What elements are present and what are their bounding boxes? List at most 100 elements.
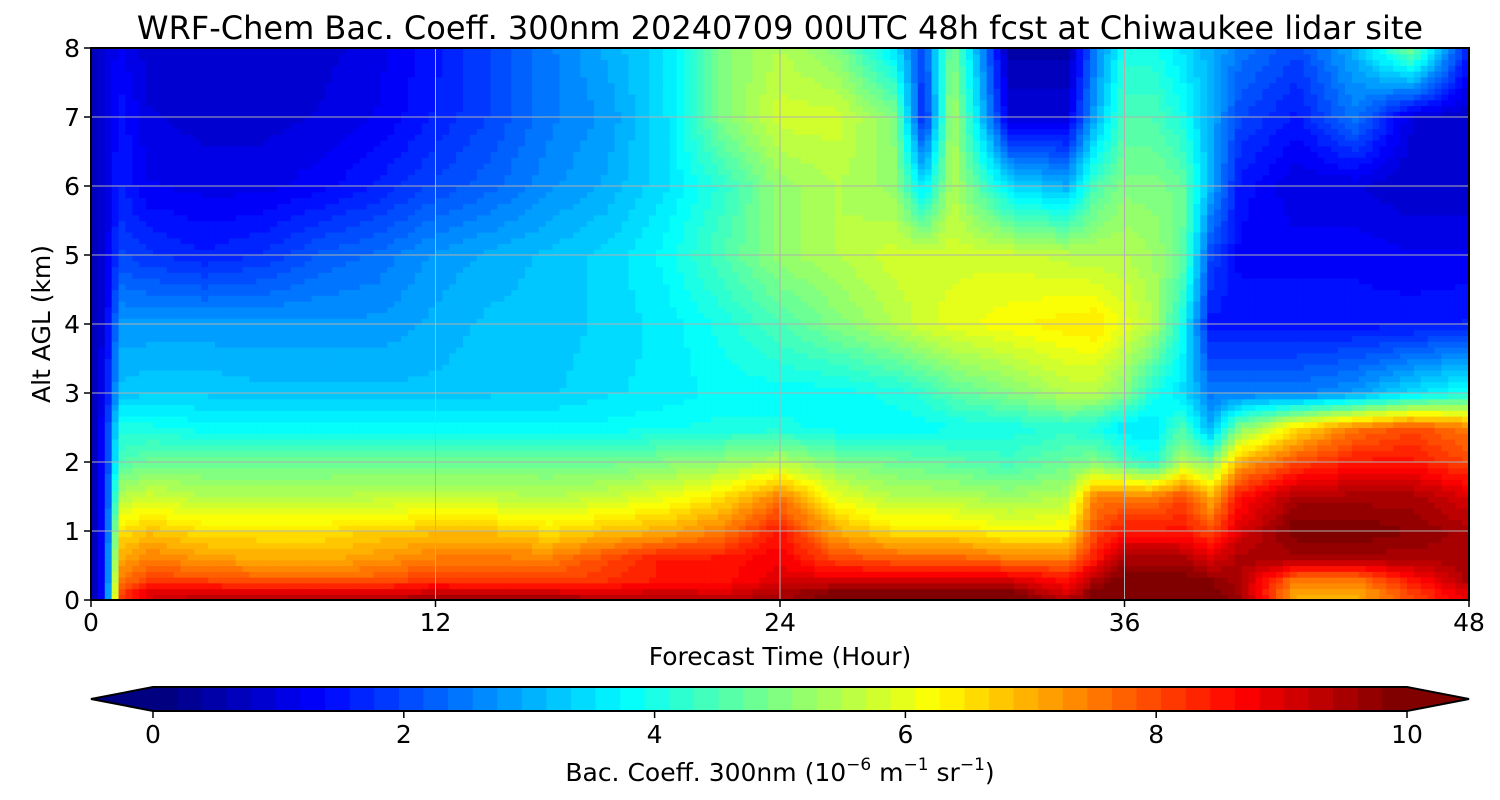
heatmap-cell [407,140,416,147]
heatmap-cell [435,456,443,463]
heatmap-cell [283,255,292,262]
heatmap-cell [339,398,347,406]
heatmap-cell [159,151,168,158]
heatmap-cell [139,140,147,147]
heatmap-cell [146,117,154,124]
heatmap-cell [139,559,147,567]
heatmap-cell [401,536,409,544]
heatmap-cell [180,508,189,515]
heatmap-cell [249,375,257,383]
heatmap-cell [97,226,106,233]
heatmap-cell [125,358,133,365]
heatmap-cell [221,157,230,164]
heatmap-cell [345,289,354,296]
heatmap-cell [373,203,381,210]
heatmap-cell [249,416,257,423]
heatmap-cell [125,513,133,521]
heatmap-cell [297,180,306,187]
heatmap-cell [345,444,354,452]
heatmap-cell [421,364,430,371]
heatmap-cell [256,433,264,440]
heatmap-cell [194,186,202,193]
heatmap-cell [414,329,423,337]
heatmap-cell [125,59,133,66]
heatmap-cell [304,381,313,388]
heatmap-cell [153,260,161,268]
heatmap-cell [208,416,216,423]
heatmap-cell [215,427,223,434]
heatmap-cell [407,180,416,187]
heatmap-cell [146,416,154,423]
heatmap-cell [290,186,299,193]
heatmap-cell [249,174,257,181]
heatmap-cell [221,467,230,475]
heatmap-cell [414,255,423,262]
heatmap-cell [366,312,375,319]
heatmap-cell [159,111,168,118]
heatmap-cell [111,565,120,572]
heatmap-cell [194,352,202,360]
heatmap-cell [159,548,168,555]
heatmap-cell [104,289,113,296]
heatmap-cell [352,197,361,204]
heatmap-cell [290,577,299,584]
heatmap-cell [352,163,361,170]
heatmap-cell [311,490,319,498]
heatmap-cell [318,186,326,193]
heatmap-cell [159,588,168,595]
heatmap-cell [325,186,333,193]
heatmap-cell [270,203,278,210]
heatmap-cell [166,479,175,486]
heatmap-cell [194,232,202,239]
heatmap-cell [215,289,223,296]
heatmap-cell [215,421,223,429]
heatmap-cell [270,370,278,377]
heatmap-cell [387,358,395,365]
heatmap-cell [442,525,450,532]
heatmap-cell [194,542,202,549]
heatmap-cell [283,329,292,337]
heatmap-cell [359,513,368,521]
heatmap-cell [111,508,120,515]
heatmap-cell [139,588,147,595]
heatmap-cell [283,352,292,360]
heatmap-cell [263,174,271,181]
heatmap-cell [421,594,430,600]
heatmap-cell [215,542,223,549]
heatmap-cell [235,289,244,296]
heatmap-cell [159,594,168,600]
heatmap-cell [332,151,340,158]
heatmap-cell [235,163,244,170]
heatmap-cell [104,554,113,561]
heatmap-cell [311,571,319,578]
heatmap-cell [194,594,202,600]
heatmap-cell [387,88,395,95]
heatmap-cell [221,485,230,492]
heatmap-cell [387,347,395,354]
heatmap-cell [118,214,127,222]
heatmap-cell [146,272,154,279]
heatmap-cell [311,65,319,72]
heatmap-cell [277,444,285,452]
heatmap-cell [104,82,113,89]
heatmap-cell [332,283,340,291]
heatmap-cell [263,548,271,555]
heatmap-cell [180,283,189,291]
heatmap-cell [173,565,182,572]
heatmap-cell [325,577,333,584]
heatmap-cell [394,283,402,291]
heatmap-cell [228,577,237,584]
heatmap-cell [428,214,437,222]
heatmap-cell [201,318,209,325]
heatmap-cell [125,191,133,199]
heatmap-cell [159,582,168,590]
heatmap-cell [442,490,450,498]
heatmap-cell [146,59,154,66]
heatmap-cell [394,341,402,348]
heatmap-cell [414,381,423,388]
heatmap-cell [435,266,443,273]
heatmap-cell [159,559,168,567]
heatmap-cell [125,370,133,377]
heatmap-cell [428,53,437,61]
heatmap-cell [97,490,106,498]
